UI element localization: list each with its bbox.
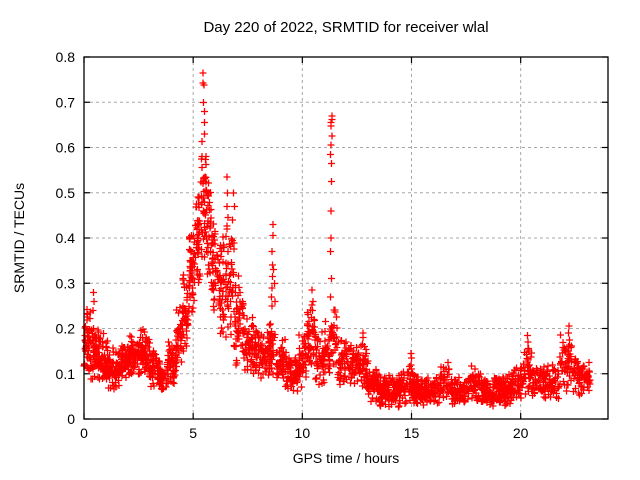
y-tick-label: 0 <box>67 411 75 427</box>
y-axis-label: SRMTID / TECUs <box>11 183 27 293</box>
x-tick-label: 5 <box>189 425 197 441</box>
y-tick-label: 0.7 <box>56 94 76 110</box>
y-tick-label: 0.4 <box>56 230 76 246</box>
y-tick-label: 0.2 <box>56 321 76 337</box>
y-tick-label: 0.8 <box>56 49 76 65</box>
y-tick-labels: 0 0.1 0.2 0.3 0.4 0.5 0.6 0.7 0.8 <box>56 49 76 427</box>
x-tick-label: 0 <box>80 425 88 441</box>
x-axis-label: GPS time / hours <box>293 450 400 466</box>
plot-border <box>83 56 609 420</box>
x-tick-label: 10 <box>295 425 311 441</box>
y-tick-label: 0.6 <box>56 140 76 156</box>
x-tick-labels: 0 5 10 15 20 <box>80 425 529 441</box>
y-tick-label: 0.3 <box>56 275 76 291</box>
x-tick-label: 20 <box>513 425 529 441</box>
y-tick-label: 0.5 <box>56 185 76 201</box>
scatter-points <box>80 69 594 411</box>
chart-title: Day 220 of 2022, SRMTID for receiver wla… <box>203 19 488 36</box>
y-tick-label: 0.1 <box>56 366 76 382</box>
x-tick-label: 15 <box>404 425 420 441</box>
